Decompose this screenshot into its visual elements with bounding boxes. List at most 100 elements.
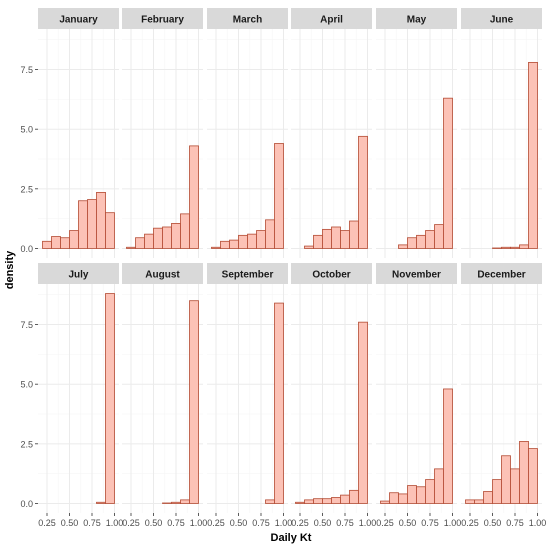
histogram-bar (70, 231, 79, 249)
histogram-bar (484, 492, 493, 504)
facet-strip-label: January (59, 15, 98, 26)
x-tick-label: 1.00 (106, 518, 124, 528)
histogram-bar (502, 247, 511, 248)
x-tick-label: 1.00 (529, 518, 547, 528)
histogram-bar (511, 469, 520, 504)
facet-panel-may: May (376, 8, 457, 258)
histogram-bar (341, 495, 350, 503)
histogram-bar (248, 234, 257, 248)
histogram-bar (172, 223, 181, 248)
histogram-bar (97, 502, 106, 503)
histogram-bar (408, 486, 417, 504)
y-tick-label: 7.5 (20, 320, 33, 330)
histogram-bar (97, 192, 106, 248)
histogram-bar (359, 136, 368, 248)
y-tick-label: 5.0 (20, 380, 33, 390)
x-tick-label: 0.75 (421, 518, 439, 528)
facet-strip-label: December (477, 270, 525, 281)
histogram-bar (502, 456, 511, 504)
x-tick-label: 0.25 (207, 518, 225, 528)
facet-panel-june: June (461, 8, 542, 258)
facet-panel-march: March (207, 8, 288, 258)
x-tick-label: 0.25 (461, 518, 479, 528)
histogram-bar (181, 500, 190, 504)
x-tick-label: 0.75 (336, 518, 354, 528)
x-tick-label: 0.75 (506, 518, 524, 528)
histogram-bar (444, 98, 453, 248)
histogram-bar (257, 231, 266, 249)
histogram-bar (511, 247, 520, 248)
histogram-bar (230, 240, 239, 248)
histogram-bar (43, 241, 52, 248)
histogram-bar (466, 500, 475, 504)
x-tick-label: 0.50 (484, 518, 502, 528)
histogram-bar (275, 303, 284, 503)
facet-strip-label: May (407, 15, 427, 26)
histogram-bar (359, 322, 368, 503)
histogram-bar (239, 235, 248, 248)
x-tick-label: 0.75 (83, 518, 101, 528)
x-tick-label: 0.50 (230, 518, 248, 528)
histogram-bar (79, 201, 88, 249)
histogram-bar (305, 500, 314, 504)
y-axis-title: density (4, 250, 16, 289)
histogram-bar (172, 502, 181, 503)
histogram-bar (350, 221, 359, 248)
x-tick-label: 0.50 (61, 518, 79, 528)
facet-strip-label: April (320, 15, 343, 26)
facet-strip-label: October (312, 270, 350, 281)
x-tick-label: 0.75 (252, 518, 270, 528)
facet-strip-label: September (222, 270, 274, 281)
y-tick-label: 2.5 (20, 184, 33, 194)
facet-strip-label: July (68, 270, 88, 281)
histogram-bar (399, 494, 408, 504)
histogram-bar (332, 227, 341, 248)
x-axis-title: Daily Kt (271, 532, 312, 544)
histogram-bar (266, 220, 275, 249)
histogram-bar (426, 231, 435, 249)
histogram-bar (314, 235, 323, 248)
histogram-bar (106, 213, 115, 249)
x-tick-label: 1.00 (275, 518, 293, 528)
histogram-bar (444, 389, 453, 504)
facet-strip-label: August (145, 270, 180, 281)
histogram-bar (350, 490, 359, 503)
histogram-bar (390, 493, 399, 504)
histogram-bar (529, 62, 538, 248)
x-tick-label: 0.25 (38, 518, 56, 528)
histogram-bar (332, 497, 341, 503)
histogram-bar (190, 146, 199, 249)
histogram-bar (408, 238, 417, 249)
histogram-bar (181, 214, 190, 249)
y-tick-label: 0.0 (20, 244, 33, 254)
histogram-bar (417, 235, 426, 248)
histogram-bar (314, 499, 323, 504)
histogram-bar (475, 500, 484, 504)
facet-strip-label: June (490, 15, 514, 26)
histogram-bar (493, 480, 502, 504)
histogram-bar (520, 441, 529, 503)
histogram-bar (296, 502, 305, 503)
histogram-bar (435, 225, 444, 249)
histogram-bar (154, 228, 163, 248)
histogram-bar (136, 238, 145, 249)
x-tick-label: 0.50 (399, 518, 417, 528)
y-tick-label: 0.0 (20, 499, 33, 509)
histogram-bar (435, 469, 444, 504)
histogram-bar (275, 144, 284, 249)
x-tick-label: 0.25 (291, 518, 309, 528)
histogram-bar (323, 499, 332, 504)
histogram-bar (145, 234, 154, 248)
x-tick-label: 1.00 (190, 518, 208, 528)
x-tick-label: 0.50 (314, 518, 332, 528)
histogram-bar (221, 241, 230, 248)
x-tick-label: 1.00 (444, 518, 462, 528)
x-tick-label: 0.25 (376, 518, 394, 528)
facet-panel-december: December 0.25 0.50 0.75 1.00 (461, 263, 546, 528)
